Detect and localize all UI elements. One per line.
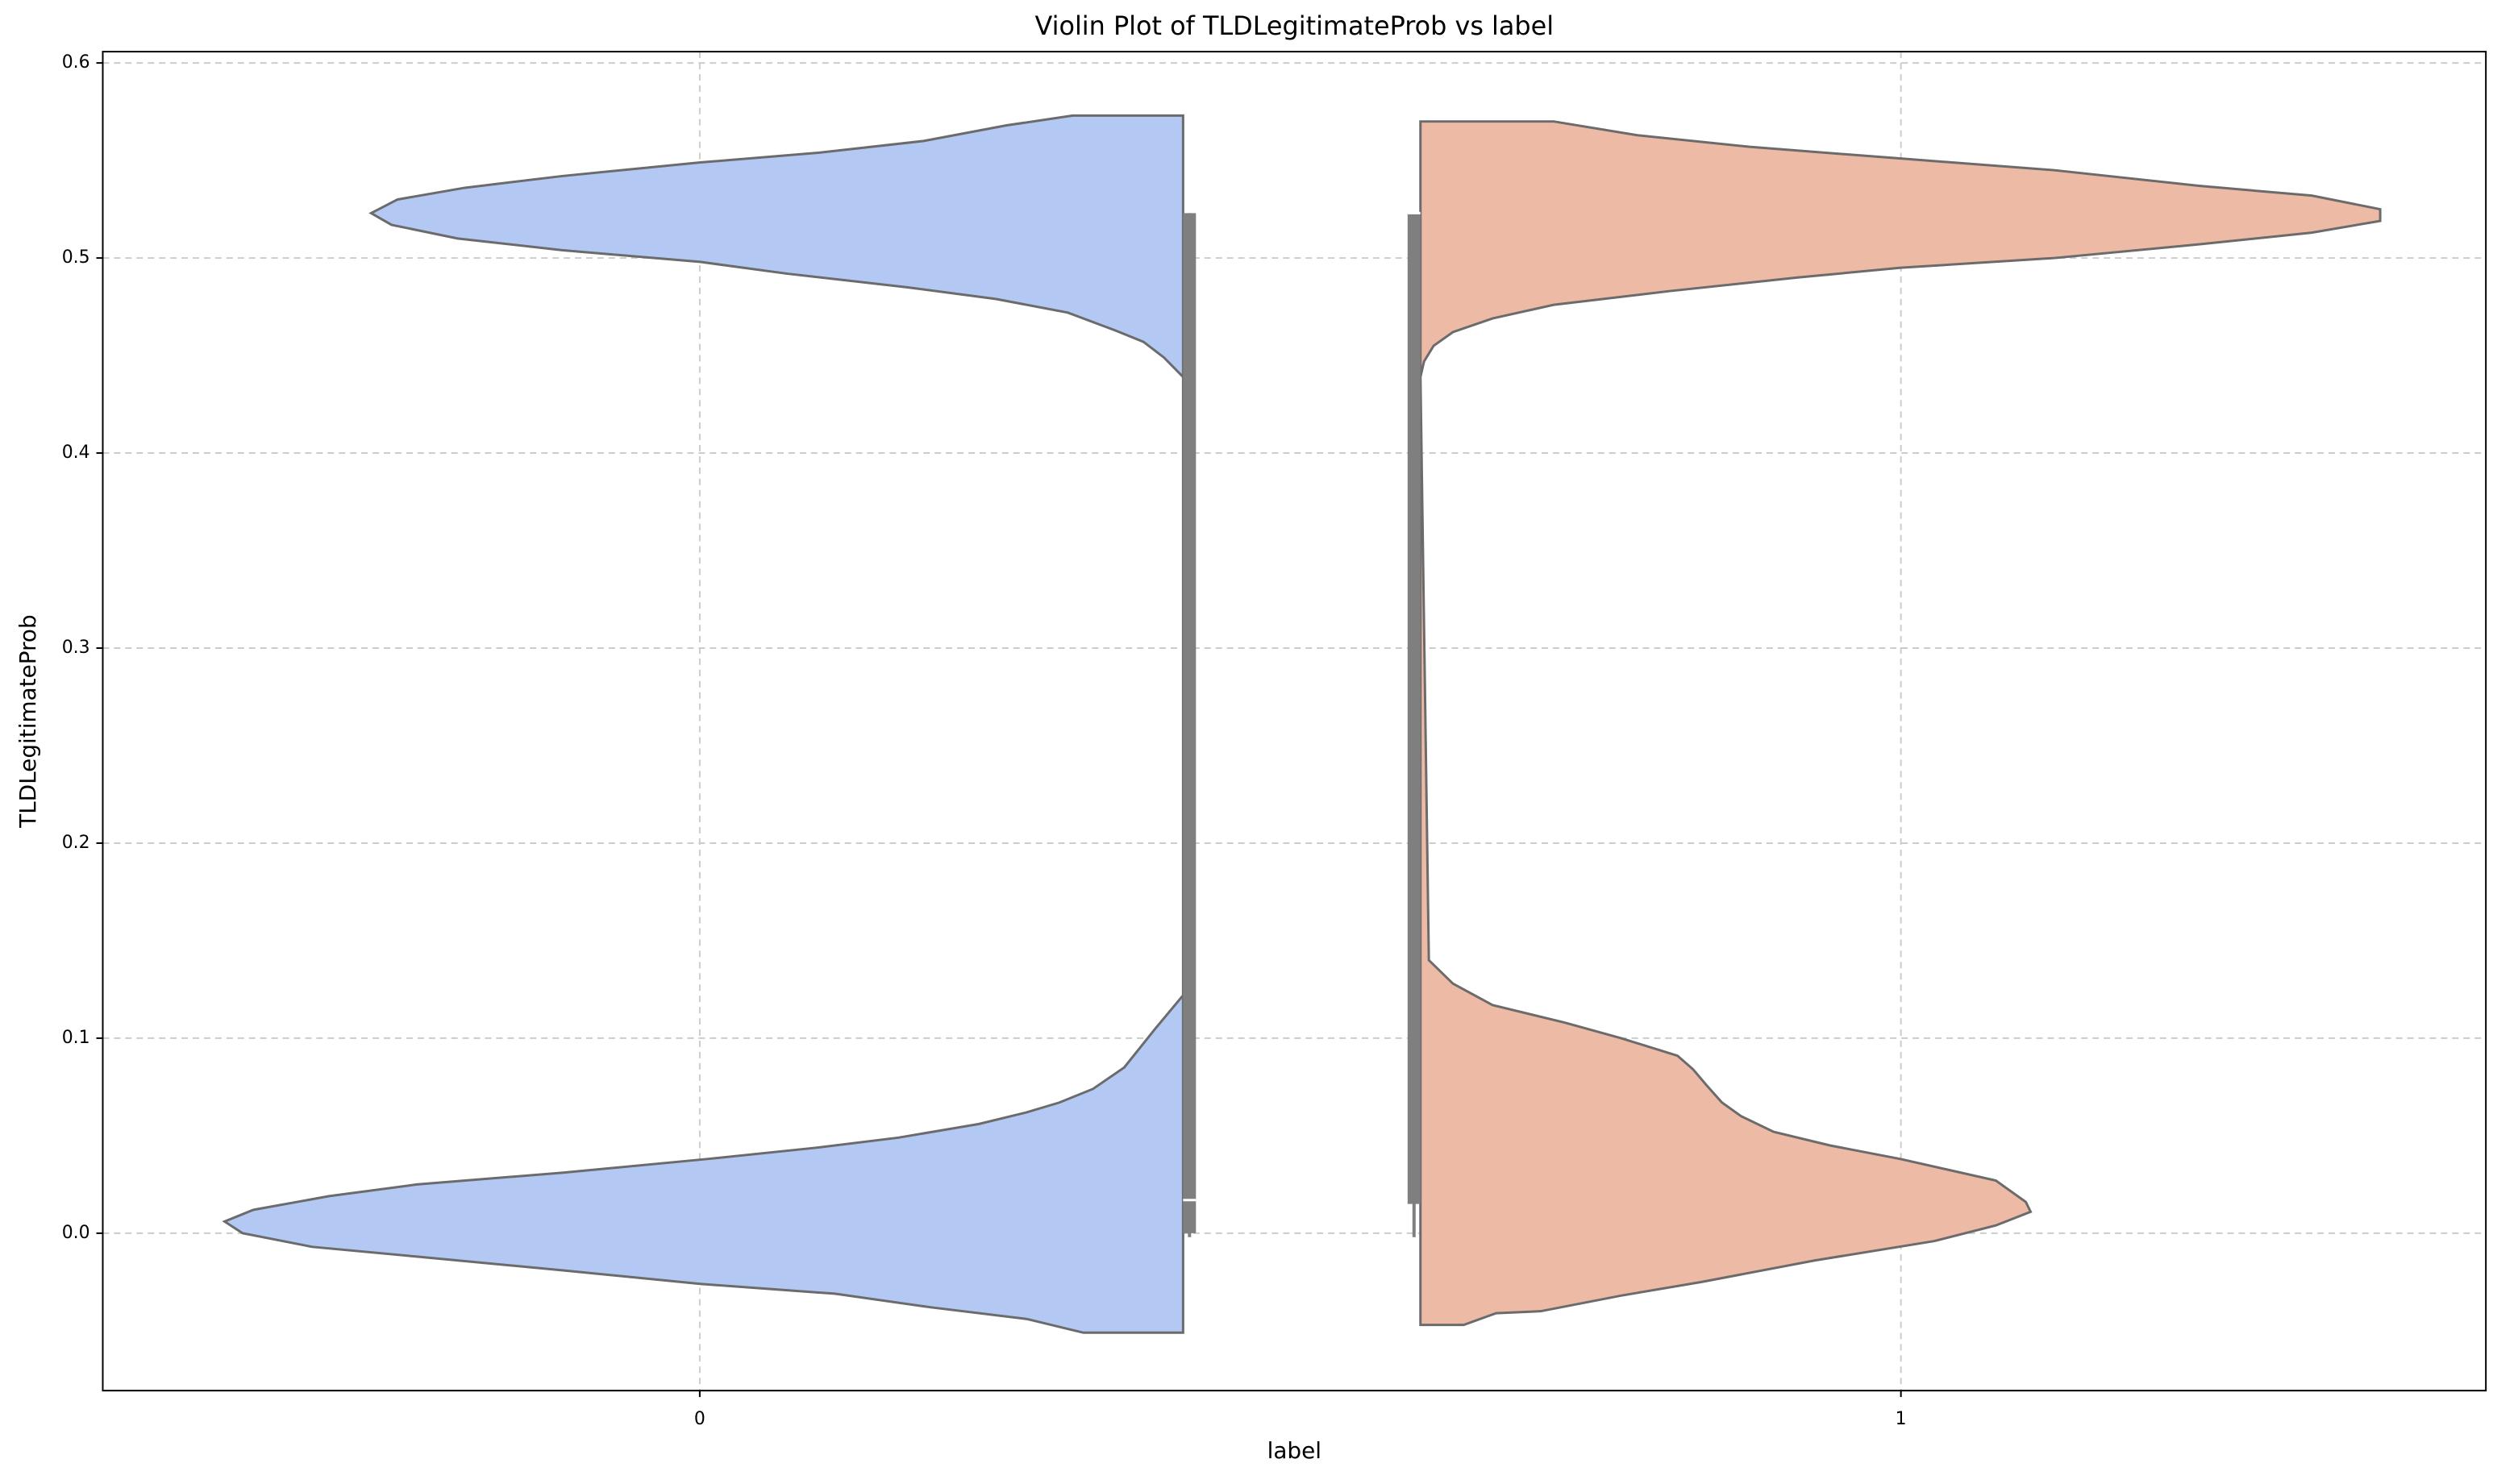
y-tick-label: 0.6 — [62, 52, 90, 73]
x-axis-label: label — [1267, 1437, 1321, 1464]
chart-title: Violin Plot of TLDLegitimateProb vs labe… — [1035, 10, 1555, 41]
violin-body — [1419, 120, 2382, 1327]
y-axis-label: TLDLegitimateProb — [15, 614, 41, 829]
box-iqr — [1407, 213, 1421, 1204]
box-iqr — [1183, 213, 1197, 1233]
violin-body — [222, 114, 1184, 1334]
y-tick-label: 0.4 — [62, 443, 90, 463]
y-tick-label: 0.0 — [62, 1223, 90, 1243]
x-tick-label: 0 — [694, 1409, 705, 1429]
y-tick-label: 0.3 — [62, 638, 90, 658]
y-tick-label: 0.5 — [62, 247, 90, 268]
plot-frame — [102, 51, 2487, 1392]
y-tick-label: 0.2 — [62, 833, 90, 853]
x-tick-label: 1 — [1896, 1409, 1907, 1429]
y-tick-label: 0.1 — [62, 1028, 90, 1048]
